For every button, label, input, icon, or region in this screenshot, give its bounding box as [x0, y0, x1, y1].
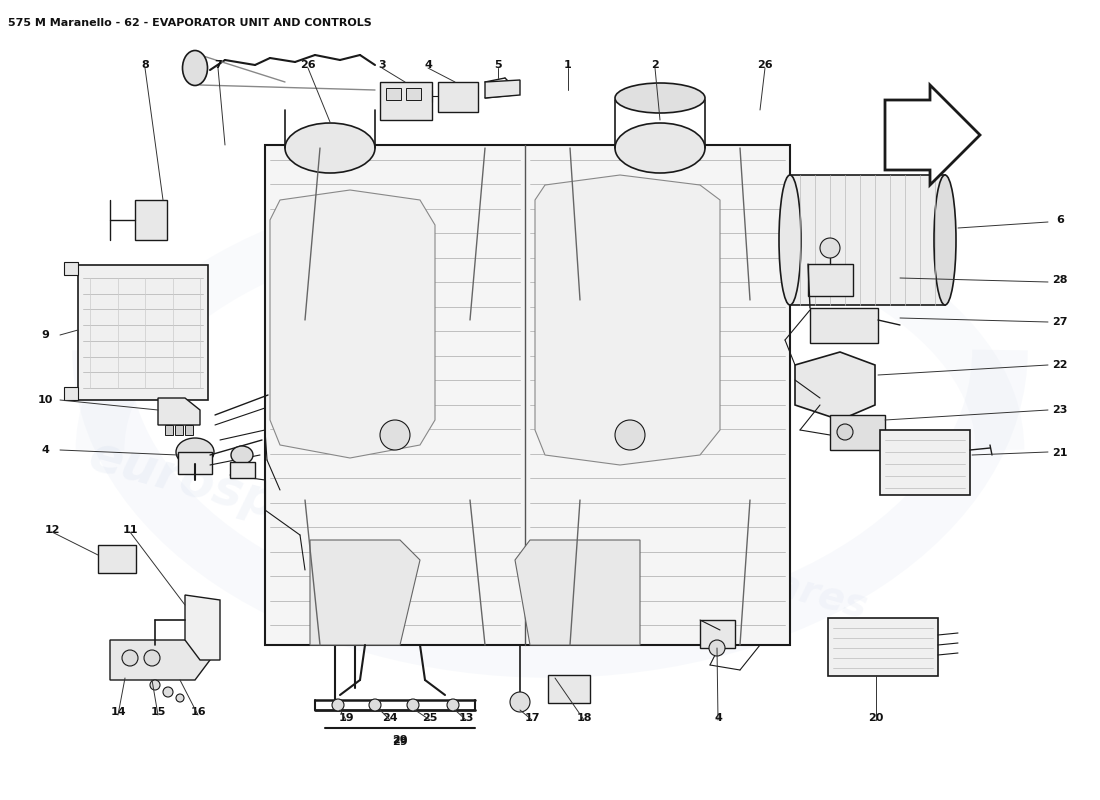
- Text: 17: 17: [525, 713, 540, 723]
- Text: 26: 26: [757, 60, 773, 70]
- Bar: [700, 620, 735, 648]
- Text: 11: 11: [122, 525, 138, 535]
- Bar: [438, 82, 478, 112]
- Ellipse shape: [231, 446, 253, 464]
- Polygon shape: [64, 387, 78, 400]
- Text: 15: 15: [151, 707, 166, 717]
- Polygon shape: [270, 190, 434, 458]
- Text: 6: 6: [1056, 215, 1064, 225]
- Bar: [165, 425, 173, 435]
- Bar: [230, 462, 255, 478]
- Text: 20: 20: [868, 713, 883, 723]
- Bar: [178, 452, 212, 474]
- Text: 26: 26: [300, 60, 316, 70]
- Circle shape: [163, 687, 173, 697]
- Text: 29: 29: [393, 737, 408, 747]
- Circle shape: [447, 699, 459, 711]
- Bar: [808, 264, 852, 296]
- Circle shape: [332, 699, 344, 711]
- Text: 28: 28: [1053, 275, 1068, 285]
- Text: 8: 8: [141, 60, 149, 70]
- Bar: [175, 425, 183, 435]
- Polygon shape: [515, 540, 640, 645]
- Ellipse shape: [934, 175, 956, 305]
- Text: 14: 14: [110, 707, 125, 717]
- Text: 10: 10: [37, 395, 53, 405]
- Polygon shape: [795, 352, 874, 420]
- Polygon shape: [64, 262, 78, 275]
- Bar: [386, 88, 402, 100]
- Text: 18: 18: [576, 713, 592, 723]
- Text: 27: 27: [1053, 317, 1068, 327]
- Text: 3: 3: [378, 60, 386, 70]
- Text: 4: 4: [714, 713, 722, 723]
- Circle shape: [837, 424, 852, 440]
- Circle shape: [176, 694, 184, 702]
- Text: 575 M Maranello - 62 - EVAPORATOR UNIT AND CONTROLS: 575 M Maranello - 62 - EVAPORATOR UNIT A…: [8, 18, 372, 28]
- Ellipse shape: [779, 175, 801, 305]
- Text: 13: 13: [459, 713, 474, 723]
- Bar: [548, 675, 590, 703]
- Polygon shape: [110, 640, 210, 680]
- Circle shape: [379, 420, 410, 450]
- Bar: [828, 618, 938, 676]
- Ellipse shape: [176, 438, 214, 466]
- Text: 5: 5: [494, 60, 502, 70]
- Bar: [185, 425, 192, 435]
- Text: 25: 25: [422, 713, 438, 723]
- Text: 19: 19: [338, 713, 354, 723]
- Polygon shape: [158, 398, 200, 425]
- Circle shape: [615, 420, 645, 450]
- Circle shape: [820, 238, 840, 258]
- Polygon shape: [185, 595, 220, 660]
- Text: 21: 21: [1053, 448, 1068, 458]
- Circle shape: [710, 640, 725, 656]
- Text: 4: 4: [425, 60, 432, 70]
- Text: 29: 29: [393, 735, 408, 745]
- Text: 4: 4: [41, 445, 48, 455]
- Text: eurospares: eurospares: [625, 526, 871, 626]
- Circle shape: [150, 680, 160, 690]
- Bar: [78, 265, 208, 400]
- Bar: [98, 545, 136, 573]
- Bar: [880, 430, 970, 495]
- Polygon shape: [535, 175, 720, 465]
- Circle shape: [510, 692, 530, 712]
- Bar: [135, 200, 167, 240]
- Text: eurospares: eurospares: [84, 432, 400, 560]
- Ellipse shape: [183, 50, 208, 86]
- Circle shape: [368, 699, 381, 711]
- Polygon shape: [485, 80, 520, 98]
- Polygon shape: [886, 85, 980, 185]
- Text: 7: 7: [214, 60, 222, 70]
- Circle shape: [407, 699, 419, 711]
- Text: 24: 24: [382, 713, 398, 723]
- Polygon shape: [265, 145, 790, 645]
- Text: 2: 2: [651, 60, 659, 70]
- Text: 1: 1: [564, 60, 572, 70]
- Circle shape: [122, 650, 138, 666]
- Ellipse shape: [615, 123, 705, 173]
- Bar: [810, 308, 878, 343]
- Circle shape: [144, 650, 159, 666]
- Bar: [379, 82, 432, 120]
- Ellipse shape: [285, 123, 375, 173]
- Bar: [790, 175, 945, 305]
- Text: 23: 23: [1053, 405, 1068, 415]
- Text: 9: 9: [41, 330, 48, 340]
- Text: 22: 22: [1053, 360, 1068, 370]
- Bar: [406, 88, 421, 100]
- Text: 16: 16: [190, 707, 206, 717]
- Text: 12: 12: [44, 525, 59, 535]
- Bar: [830, 415, 886, 450]
- Ellipse shape: [615, 83, 705, 113]
- Polygon shape: [310, 540, 420, 645]
- Text: eurospares: eurospares: [502, 176, 818, 304]
